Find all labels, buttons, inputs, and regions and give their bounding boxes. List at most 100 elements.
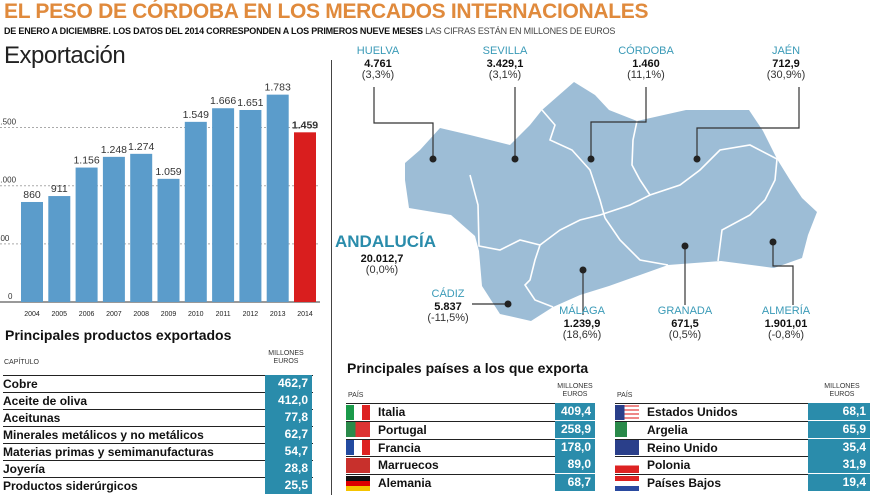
bar-value-label: 1.274 xyxy=(128,141,154,153)
region-pct: (0,0%) xyxy=(365,264,399,276)
x-tick-label: 2005 xyxy=(52,311,68,318)
bar-2006 xyxy=(75,167,98,302)
country-name: Argelia xyxy=(647,422,688,437)
province-name: JAÉN xyxy=(771,45,801,57)
countries-col-label-left: PAÍS xyxy=(348,392,364,399)
bar-value-label: 1.459 xyxy=(292,119,318,131)
province-name: GRANADA xyxy=(657,305,713,317)
province-pct: (3,3%) xyxy=(361,69,395,81)
bar-value-label: 1.783 xyxy=(265,82,291,94)
province-value: 671,5 xyxy=(671,318,699,330)
country-name: Polonia xyxy=(647,458,691,473)
subtitle-bold: DE ENERO A DICIEMBRE. LOS DATOS DEL 2014… xyxy=(4,26,423,36)
country-row: Argelia xyxy=(615,420,870,438)
x-tick-label: 2006 xyxy=(79,311,95,318)
country-row: Portugal xyxy=(346,420,595,438)
bar-value-label: 860 xyxy=(23,189,41,201)
bar-2007 xyxy=(102,156,125,302)
province-name: ALMERÍA xyxy=(761,305,811,317)
bar-2011 xyxy=(212,108,235,302)
y-tick-label: 1.000 xyxy=(0,176,17,185)
malaga-dot xyxy=(579,266,587,274)
bar-value-label: 1.651 xyxy=(237,97,263,109)
country-row: Estados Unidos xyxy=(615,403,870,420)
jaen-dot xyxy=(693,155,701,163)
product-row: Cobre xyxy=(3,375,313,392)
province-value: 5.837 xyxy=(434,301,462,313)
country-name: Italia xyxy=(378,405,406,419)
uk-flag-icon xyxy=(615,440,639,456)
province-pct: (3,1%) xyxy=(488,69,522,81)
bar-value-label: 1.549 xyxy=(183,109,209,121)
x-tick-label: 2014 xyxy=(297,311,313,318)
x-tick-label: 2008 xyxy=(133,311,149,318)
page-title: EL PESO DE CÓRDOBA EN LOS MERCADOS INTER… xyxy=(4,0,649,23)
province-name: HUELVA xyxy=(356,45,400,57)
province-name: MÁLAGA xyxy=(559,305,605,317)
bar-value-label: 1.248 xyxy=(101,144,127,156)
product-value: 28,8 xyxy=(265,460,312,477)
country-row: Reino Unido xyxy=(615,438,870,456)
subtitle: DE ENERO A DICIEMBRE. LOS DATOS DEL 2014… xyxy=(4,26,615,36)
country-value: 68,7 xyxy=(555,474,595,492)
exports-bar-chart: 0 500 1.000 1.500 860 2004 911 2005 1.156 2006 1.2… xyxy=(0,82,320,318)
product-name: Joyería xyxy=(3,462,46,476)
country-name: Francia xyxy=(378,440,421,455)
country-row: Polonia xyxy=(615,456,870,473)
morocco-flag-icon xyxy=(346,457,370,473)
y-tick-label: 1.500 xyxy=(0,118,17,127)
map-shape xyxy=(405,82,817,321)
product-row: Aceitunas xyxy=(3,409,313,426)
sevilla-dot xyxy=(511,155,519,163)
x-tick-label: 2012 xyxy=(243,311,259,318)
province-value: 1.460 xyxy=(632,58,660,70)
countries-unit-label-left: MILLONES EUROS xyxy=(557,383,593,398)
granada-dot xyxy=(681,242,689,250)
country-name: Países Bajos xyxy=(647,476,722,491)
countries-title: Principales países a los que exporta xyxy=(347,360,589,376)
province-value: 1.239,9 xyxy=(563,318,601,330)
italy-flag-icon xyxy=(346,404,370,420)
product-value: 54,7 xyxy=(265,443,312,460)
bar-2004 xyxy=(21,201,43,302)
country-value: 258,9 xyxy=(555,420,595,438)
province-pct: (30,9%) xyxy=(766,69,806,81)
products-col-label: CAPÍTULO xyxy=(4,359,40,366)
product-name: Minerales metálicos y no metálicos xyxy=(3,428,204,442)
poland-flag-icon xyxy=(615,457,639,473)
country-name: Estados Unidos xyxy=(647,405,738,419)
province-pct: (11,1%) xyxy=(627,69,665,81)
product-name: Materias primas y semimanufacturas xyxy=(3,445,214,459)
product-value: 62,7 xyxy=(265,426,312,443)
bar-2008 xyxy=(130,153,153,302)
country-name: Marruecos xyxy=(378,458,439,473)
bar-2005 xyxy=(48,196,71,302)
leader-lines xyxy=(373,87,800,315)
country-value: 89,0 xyxy=(555,456,595,474)
product-name: Cobre xyxy=(3,377,38,391)
province-dots xyxy=(429,155,777,308)
france-flag-icon xyxy=(346,440,370,456)
germany-flag-icon xyxy=(346,475,370,491)
product-row: Materias primas y semimanufacturas xyxy=(3,443,313,460)
x-tick-label: 2013 xyxy=(270,311,286,318)
subtitle-units: LAS CIFRAS ESTÁN EN MILLONES DE EUROS xyxy=(425,26,616,36)
product-row: Productos siderúrgicos xyxy=(3,477,313,494)
x-tick-label: 2011 xyxy=(216,311,231,318)
product-row: Aceite de oliva xyxy=(3,392,313,409)
y-tick-label: 0 xyxy=(8,292,13,301)
province-value: 4.761 xyxy=(364,58,392,70)
country-value: 31,9 xyxy=(808,456,870,474)
product-value: 462,7 xyxy=(265,375,312,392)
huelva-dot xyxy=(429,155,437,163)
province-pct: (0,5%) xyxy=(668,329,702,341)
chart-title: Exportación xyxy=(4,42,126,69)
province-name: CÁDIZ xyxy=(431,288,465,300)
country-value: 19,4 xyxy=(808,474,870,492)
country-row: Países Bajos xyxy=(615,474,870,491)
province-borders xyxy=(469,109,778,308)
country-value: 409,4 xyxy=(555,403,595,420)
country-name: Reino Unido xyxy=(647,440,718,455)
province-pct: (-0,8%) xyxy=(767,329,805,341)
